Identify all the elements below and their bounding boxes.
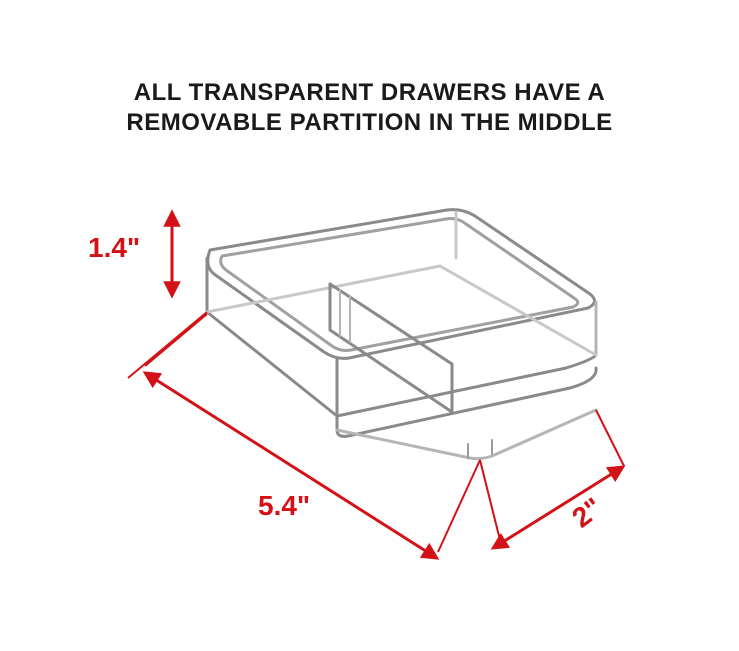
- dim-width-arrow: [498, 470, 618, 545]
- dim-length-arrow: [150, 376, 432, 555]
- drawer-outline: [207, 210, 596, 459]
- dimension-lines: [128, 218, 624, 560]
- drawer-diagram: [0, 0, 739, 651]
